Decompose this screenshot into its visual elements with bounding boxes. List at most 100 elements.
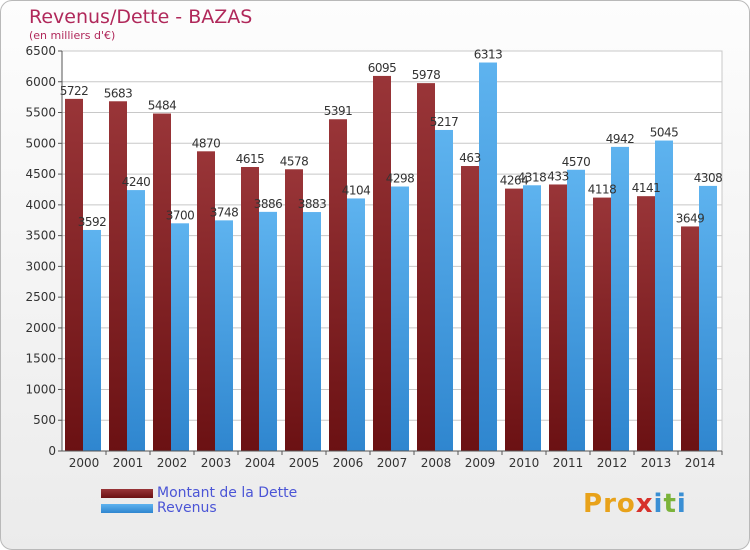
data-label-debt: 5484 xyxy=(148,99,177,113)
bar-revenue xyxy=(655,140,673,452)
data-label-debt: 4141 xyxy=(632,181,661,195)
data-label-revenue: 4942 xyxy=(606,132,635,146)
x-tick-label: 2003 xyxy=(201,456,232,470)
data-label-debt: 4870 xyxy=(192,136,221,150)
bar-debt xyxy=(285,169,303,451)
chart-title: Revenus/Dette - BAZAS xyxy=(29,6,253,28)
bar-revenue xyxy=(127,190,145,452)
bar-debt xyxy=(109,101,127,452)
data-label-debt: 433 xyxy=(547,169,568,183)
bar-revenue xyxy=(259,211,277,451)
data-label-revenue: 3886 xyxy=(254,197,283,211)
data-label-revenue: 4240 xyxy=(122,175,151,189)
bar-debt xyxy=(373,75,391,451)
y-tick-label: 1000 xyxy=(25,382,56,396)
y-tick-label: 2500 xyxy=(25,290,56,304)
x-tick-label: 2005 xyxy=(289,456,320,470)
data-label-revenue: 3592 xyxy=(78,215,107,229)
x-tick-label: 2014 xyxy=(685,456,716,470)
data-label-debt: 3649 xyxy=(676,211,705,225)
data-label-debt: 6095 xyxy=(368,61,397,75)
y-tick-label: 4000 xyxy=(25,198,56,212)
data-label-revenue: 5217 xyxy=(430,115,459,129)
data-label-revenue: 4308 xyxy=(694,171,723,185)
logo-letter: x xyxy=(635,489,654,519)
data-label-debt: 463 xyxy=(459,151,480,165)
data-label-debt: 5391 xyxy=(324,104,353,118)
logo-letter: r xyxy=(603,489,617,519)
bar-debt xyxy=(505,188,523,451)
data-label-revenue: 3700 xyxy=(166,208,195,222)
x-tick-label: 2011 xyxy=(553,456,584,470)
x-tick-label: 2000 xyxy=(69,456,100,470)
y-tick-label: 4500 xyxy=(25,167,56,181)
data-label-debt: 4118 xyxy=(588,183,617,197)
x-tick-label: 2013 xyxy=(641,456,672,470)
y-tick-label: 1500 xyxy=(25,352,56,366)
data-label-revenue: 4318 xyxy=(518,170,547,184)
bar-revenue xyxy=(347,198,365,451)
x-tick-label: 2010 xyxy=(509,456,540,470)
data-label-revenue: 4298 xyxy=(386,172,415,186)
data-label-debt: 5683 xyxy=(104,86,133,100)
data-label-revenue: 5045 xyxy=(650,126,679,140)
legend-label-debt: Montant de la Dette xyxy=(157,485,298,501)
y-tick-label: 5000 xyxy=(25,136,56,150)
bar-revenue xyxy=(479,62,497,451)
y-tick-label: 6500 xyxy=(25,44,56,58)
bar-revenue xyxy=(83,229,101,451)
bar-revenue xyxy=(699,185,717,451)
y-tick-label: 5500 xyxy=(25,106,56,120)
bar-debt xyxy=(197,151,215,452)
legend-item-debt: Montant de la Dette xyxy=(101,486,297,501)
bar-debt xyxy=(461,166,479,451)
data-label-revenue: 4104 xyxy=(342,183,371,197)
data-label-debt: 4615 xyxy=(236,152,265,166)
y-tick-label: 2000 xyxy=(25,321,56,335)
x-tick-label: 2002 xyxy=(157,456,188,470)
chart-legend: Montant de la Dette Revenus xyxy=(101,486,297,516)
y-tick-label: 3000 xyxy=(25,259,56,273)
x-tick-label: 2012 xyxy=(597,456,628,470)
bar-debt xyxy=(241,167,259,451)
bar-revenue xyxy=(611,146,629,451)
legend-swatch-revenue xyxy=(101,504,153,513)
bar-revenue xyxy=(303,212,321,451)
data-label-debt: 5722 xyxy=(60,84,89,98)
bar-debt xyxy=(329,119,347,451)
data-label-debt: 4578 xyxy=(280,154,309,168)
data-label-debt: 4264 xyxy=(500,174,529,188)
data-label-debt: 5978 xyxy=(412,68,441,82)
bar-revenue xyxy=(567,169,585,451)
y-tick-label: 500 xyxy=(33,413,56,427)
x-tick-label: 2006 xyxy=(333,456,364,470)
data-label-revenue: 3748 xyxy=(210,205,239,219)
bar-debt xyxy=(153,113,171,452)
bar-debt xyxy=(593,197,611,451)
legend-swatch-debt xyxy=(101,489,153,498)
bar-debt xyxy=(549,184,567,451)
logo-letter: i xyxy=(676,489,687,519)
data-label-revenue: 6313 xyxy=(474,48,503,62)
logo-letter: o xyxy=(616,489,636,519)
x-tick-label: 2007 xyxy=(377,456,408,470)
bar-debt xyxy=(65,98,83,451)
x-tick-label: 2001 xyxy=(113,456,144,470)
bar-revenue xyxy=(523,185,541,451)
logo-letter: t xyxy=(663,489,677,519)
proxiti-logo: Proxiti xyxy=(583,489,687,519)
bar-revenue xyxy=(215,220,233,451)
y-tick-label: 6000 xyxy=(25,75,56,89)
x-tick-label: 2004 xyxy=(245,456,276,470)
bar-debt xyxy=(637,196,655,451)
bar-revenue xyxy=(171,223,189,451)
chart-subtitle: (en milliers d'€) xyxy=(29,29,116,42)
bar-revenue xyxy=(391,186,409,451)
legend-label-revenue: Revenus xyxy=(157,500,217,516)
y-tick-label: 0 xyxy=(48,444,56,458)
bar-debt xyxy=(681,226,699,451)
bar-revenue xyxy=(435,129,453,451)
x-tick-label: 2009 xyxy=(465,456,496,470)
